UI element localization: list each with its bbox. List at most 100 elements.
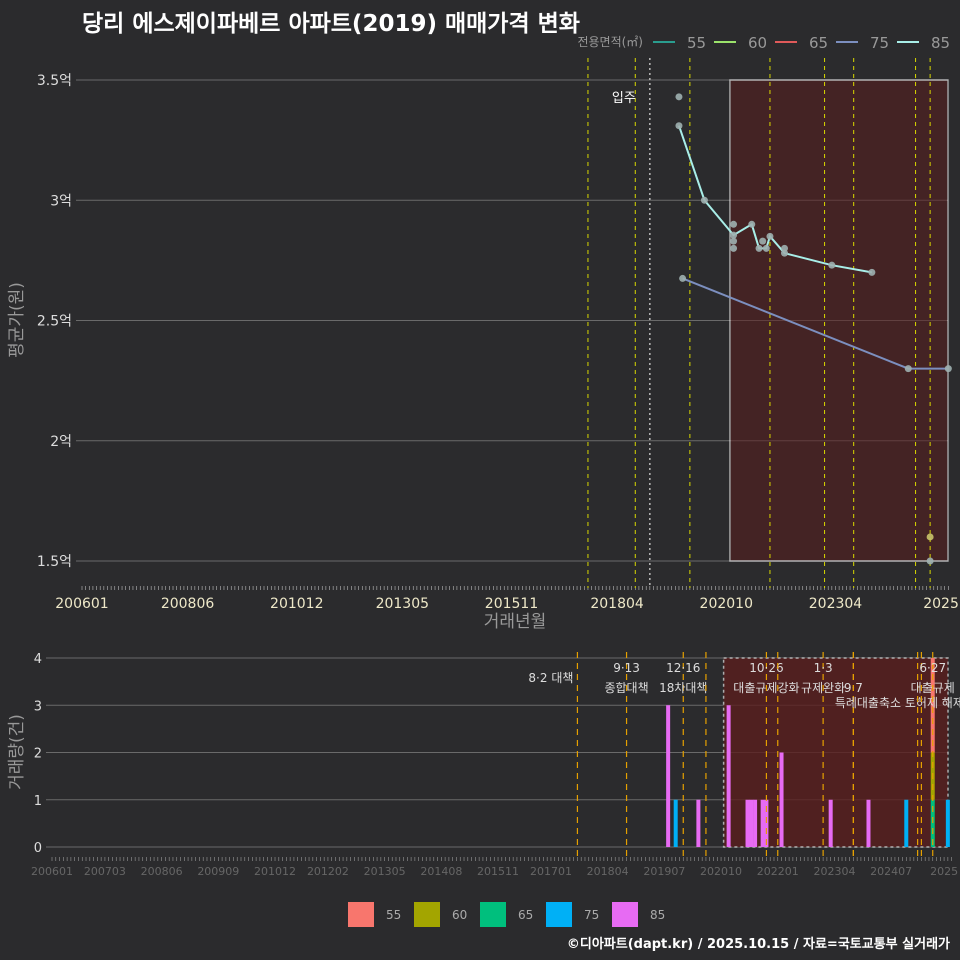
legend-key-55	[348, 902, 374, 927]
x-tick-label: 200601	[31, 865, 73, 878]
move-in-label: 입주	[612, 91, 636, 106]
y-tick-label: 4	[34, 652, 42, 667]
x-tick-label: 2025	[930, 865, 958, 878]
y-tick-label: 2.5억	[37, 314, 72, 330]
data-point-85	[675, 122, 683, 130]
event-date: 9·13	[613, 661, 640, 675]
data-point-85	[762, 244, 770, 252]
x-tick-label: 200703	[84, 865, 126, 878]
data-point-75	[679, 274, 687, 282]
data-point-85	[781, 249, 789, 257]
y-tick-label: 0	[34, 841, 42, 856]
event-date: 8·2 대책	[528, 670, 573, 685]
bar-75	[945, 799, 950, 847]
event-label: 18차대책	[659, 680, 707, 695]
data-point-85	[675, 93, 683, 101]
data-point-85	[868, 268, 876, 276]
data-point-85	[730, 231, 738, 239]
legend-label-60: 60	[452, 908, 467, 922]
data-point-85	[730, 237, 738, 245]
event-date: 1·3	[814, 661, 833, 675]
x-tick-label: 200806	[161, 596, 215, 612]
x-axis-title: 거래년월	[484, 612, 547, 632]
event-date: 12·16	[666, 661, 700, 675]
bar-85	[745, 799, 750, 847]
data-point-75	[944, 365, 952, 373]
x-tick-label: 200806	[141, 865, 183, 878]
x-tick-label: 201804	[587, 865, 629, 878]
data-point-85	[700, 196, 708, 204]
bar-65	[930, 799, 935, 847]
bar-75	[904, 799, 909, 847]
bar-85	[753, 799, 758, 847]
legend-title: 전용면적(㎡)	[577, 35, 643, 49]
x-tick-label: 201012	[254, 865, 296, 878]
x-tick-label: 200601	[55, 596, 108, 612]
bar-85	[828, 799, 833, 847]
data-point-85	[828, 261, 836, 269]
bar-85	[749, 799, 754, 847]
bar-75	[673, 799, 678, 847]
y-axis-title: 거래량(건)	[7, 714, 27, 790]
legend-label-55: 55	[687, 34, 706, 52]
x-tick-label: 201305	[364, 865, 406, 878]
legend-key-60	[414, 902, 440, 927]
x-tick-label: 202010	[700, 865, 742, 878]
legend-label-85: 85	[650, 908, 665, 922]
series-line-85	[678, 125, 873, 274]
y-tick-label: 2억	[50, 434, 72, 450]
x-tick-label: 202010	[700, 596, 753, 612]
x-tick-label: 2025	[923, 596, 959, 612]
legend-key-75	[546, 902, 572, 927]
bar-85	[779, 752, 784, 847]
data-point-60	[926, 533, 934, 541]
event-label: 규제완화	[801, 681, 845, 695]
x-tick-label: 201907	[643, 865, 685, 878]
x-tick-label: 202407	[870, 865, 912, 878]
x-tick-label: 201511	[485, 596, 538, 612]
data-point-85	[766, 232, 774, 240]
x-tick-label: 200909	[197, 865, 239, 878]
x-tick-label: 201012	[270, 596, 323, 612]
event-date: 10·26	[749, 661, 783, 675]
legend-label-75: 75	[584, 908, 599, 922]
x-tick-label: 202304	[809, 596, 863, 612]
legend-label-65: 65	[518, 908, 533, 922]
data-point-85	[730, 220, 738, 228]
legend-label-55: 55	[386, 908, 401, 922]
x-tick-label: 201305	[376, 596, 429, 612]
legend-label-85: 85	[931, 34, 950, 52]
data-point-75	[904, 365, 912, 373]
credit-text: ©디아파트(dapt.kr) / 2025.10.15 / 자료=국토교통부 실…	[566, 937, 950, 952]
y-tick-label: 3.5억	[37, 73, 72, 89]
legend-key-85	[612, 902, 638, 927]
bar-85	[866, 799, 871, 847]
data-point-85	[730, 244, 738, 252]
data-point-55	[926, 557, 934, 565]
data-point-85	[755, 244, 763, 252]
x-tick-label: 202304	[813, 865, 855, 878]
y-axis-title: 평균가(원)	[7, 282, 27, 358]
legend-label-75: 75	[870, 34, 889, 52]
x-tick-label: 201408	[420, 865, 462, 878]
event-label: 특례대출축소 토허제 해제	[835, 696, 960, 710]
data-point-85	[748, 220, 756, 228]
y-tick-label: 3	[34, 699, 42, 714]
legend-label-65: 65	[809, 34, 828, 52]
data-point-85	[759, 237, 767, 245]
event-label: 대출규제강화	[733, 681, 799, 695]
legend-key-65	[480, 902, 506, 927]
y-tick-label: 3억	[50, 193, 72, 209]
x-tick-label: 201804	[590, 596, 644, 612]
bar-55	[930, 658, 935, 753]
x-tick-label: 202201	[757, 865, 799, 878]
x-tick-label: 201202	[307, 865, 349, 878]
data-point-85	[781, 244, 789, 252]
event-label: 대출규제	[911, 681, 955, 695]
legend-label-60: 60	[748, 34, 767, 52]
x-tick-label: 201701	[530, 865, 572, 878]
x-tick-label: 201511	[477, 865, 519, 878]
bar-85	[764, 799, 769, 847]
chart-title: 당리 에스제이파베르 아파트(2019) 매매가격 변화	[82, 11, 580, 37]
